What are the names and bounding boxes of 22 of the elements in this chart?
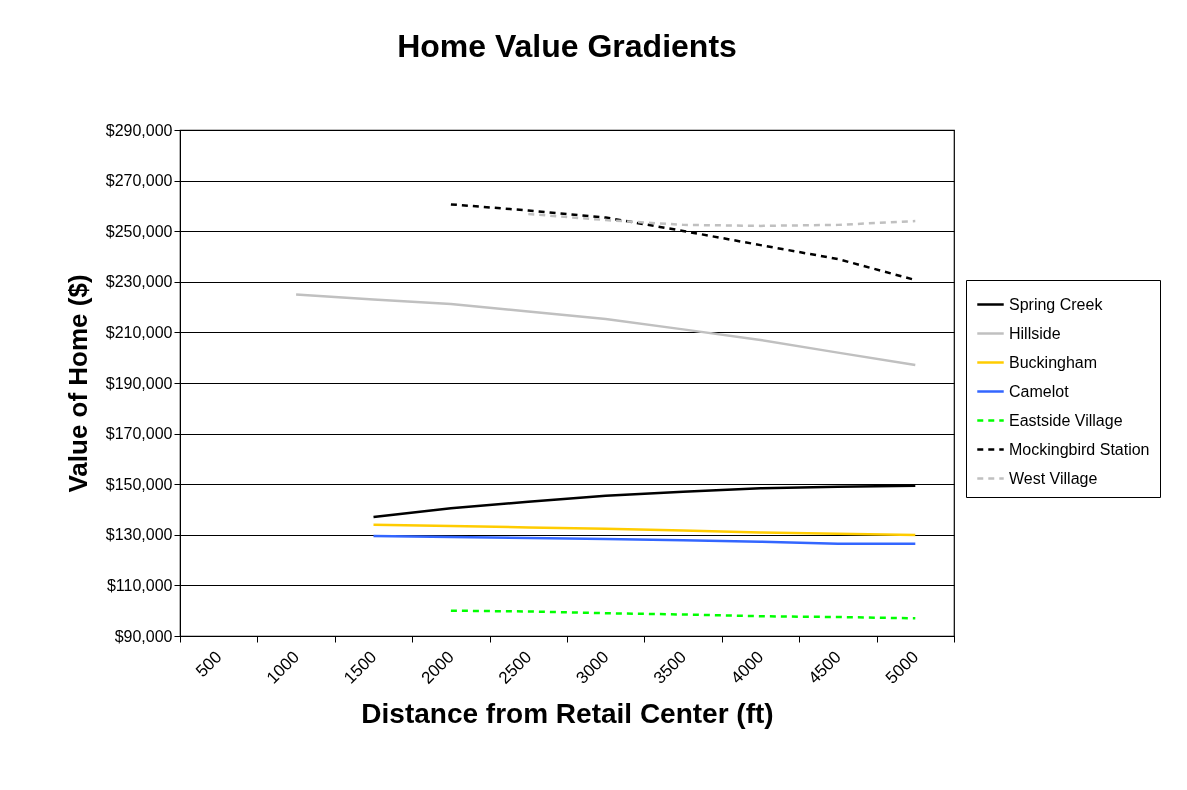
chart-title: Home Value Gradients	[397, 28, 737, 64]
legend-label: Hillside	[1009, 324, 1061, 342]
x-tick-label: 500	[192, 647, 226, 681]
legend-label: West Village	[1009, 469, 1098, 487]
y-tick-label: $270,000	[105, 172, 173, 190]
y-tick-label: $90,000	[114, 627, 173, 645]
y-tick-label: $170,000	[105, 425, 173, 443]
legend-label: Eastside Village	[1009, 411, 1123, 429]
legend-label: Spring Creek	[1009, 295, 1104, 313]
y-tick-label: $110,000	[106, 576, 173, 594]
y-tick-label: $210,000	[105, 323, 173, 341]
legend-label: Buckingham	[1009, 353, 1098, 371]
y-tick-label: $150,000	[105, 475, 173, 493]
y-tick-label: $190,000	[105, 374, 173, 392]
y-tick-label: $230,000	[105, 273, 173, 291]
y-tick-label: $290,000	[105, 121, 173, 139]
legend-label: Mockingbird Station	[1009, 440, 1150, 458]
legend-label: Camelot	[1009, 382, 1070, 400]
y-tick-label: $130,000	[105, 526, 173, 544]
y-tick-label: $250,000	[105, 222, 173, 240]
y-axis-title: Value of Home ($)	[62, 274, 93, 493]
x-axis-title: Distance from Retail Center (ft)	[361, 697, 774, 729]
